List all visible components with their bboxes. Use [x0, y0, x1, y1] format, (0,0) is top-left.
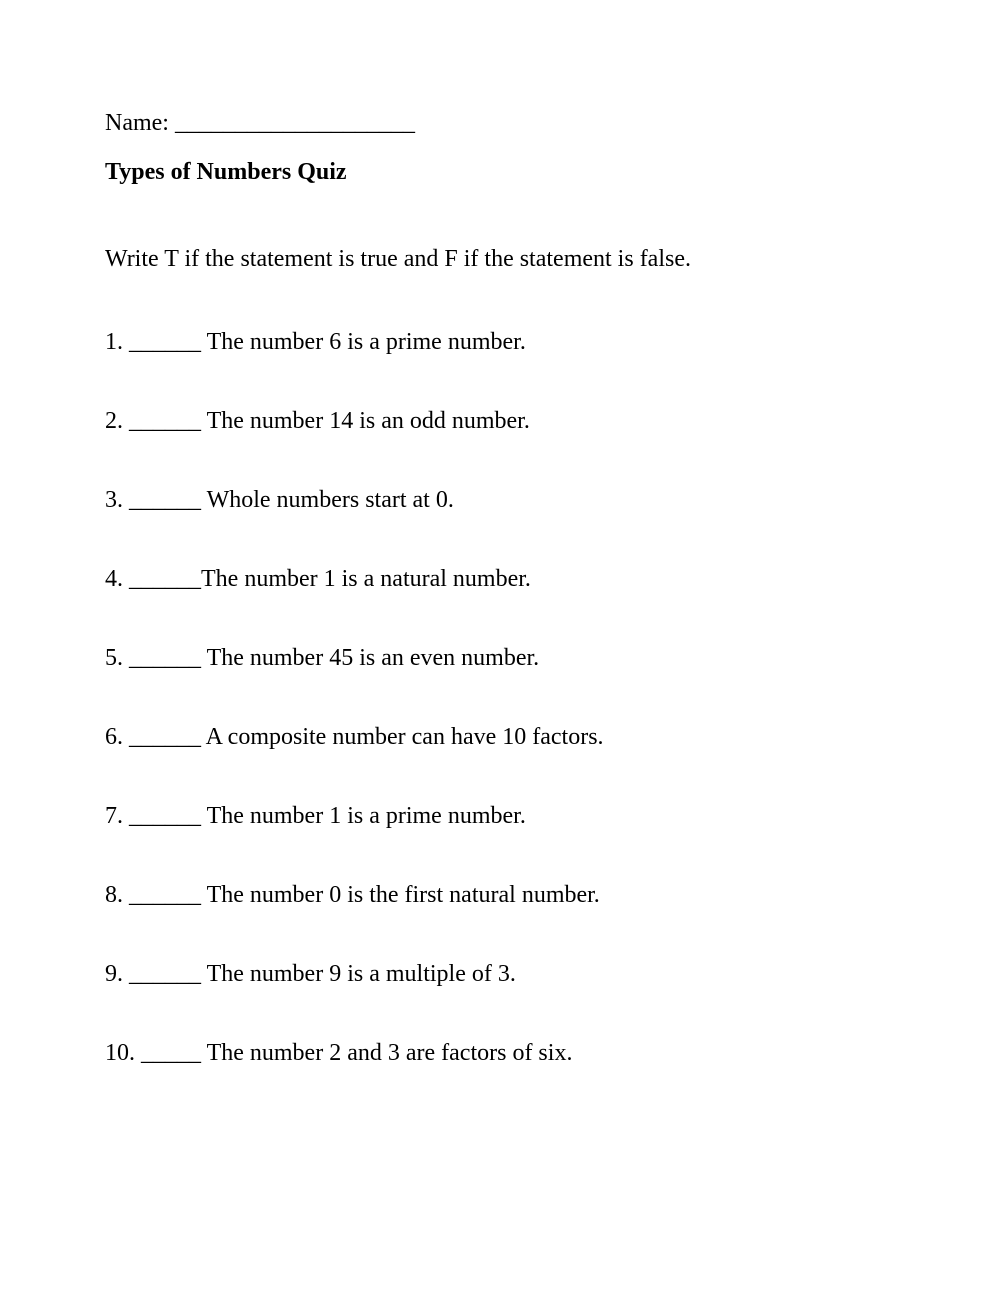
question-9[interactable]: 9. ______ The number 9 is a multiple of … [105, 961, 895, 988]
question-4[interactable]: 4. ______The number 1 is a natural numbe… [105, 566, 895, 593]
question-5[interactable]: 5. ______ The number 45 is an even numbe… [105, 645, 895, 672]
question-2[interactable]: 2. ______ The number 14 is an odd number… [105, 408, 895, 435]
question-8[interactable]: 8. ______ The number 0 is the first natu… [105, 882, 895, 909]
question-3[interactable]: 3. ______ Whole numbers start at 0. [105, 487, 895, 514]
quiz-title: Types of Numbers Quiz [105, 159, 895, 186]
instructions-text: Write T if the statement is true and F i… [105, 246, 895, 273]
question-6[interactable]: 6. ______ A composite number can have 10… [105, 724, 895, 751]
question-7[interactable]: 7. ______ The number 1 is a prime number… [105, 803, 895, 830]
question-1[interactable]: 1. ______ The number 6 is a prime number… [105, 329, 895, 356]
question-10[interactable]: 10. _____ The number 2 and 3 are factors… [105, 1040, 895, 1067]
name-field-line[interactable]: Name: ____________________ [105, 110, 895, 137]
